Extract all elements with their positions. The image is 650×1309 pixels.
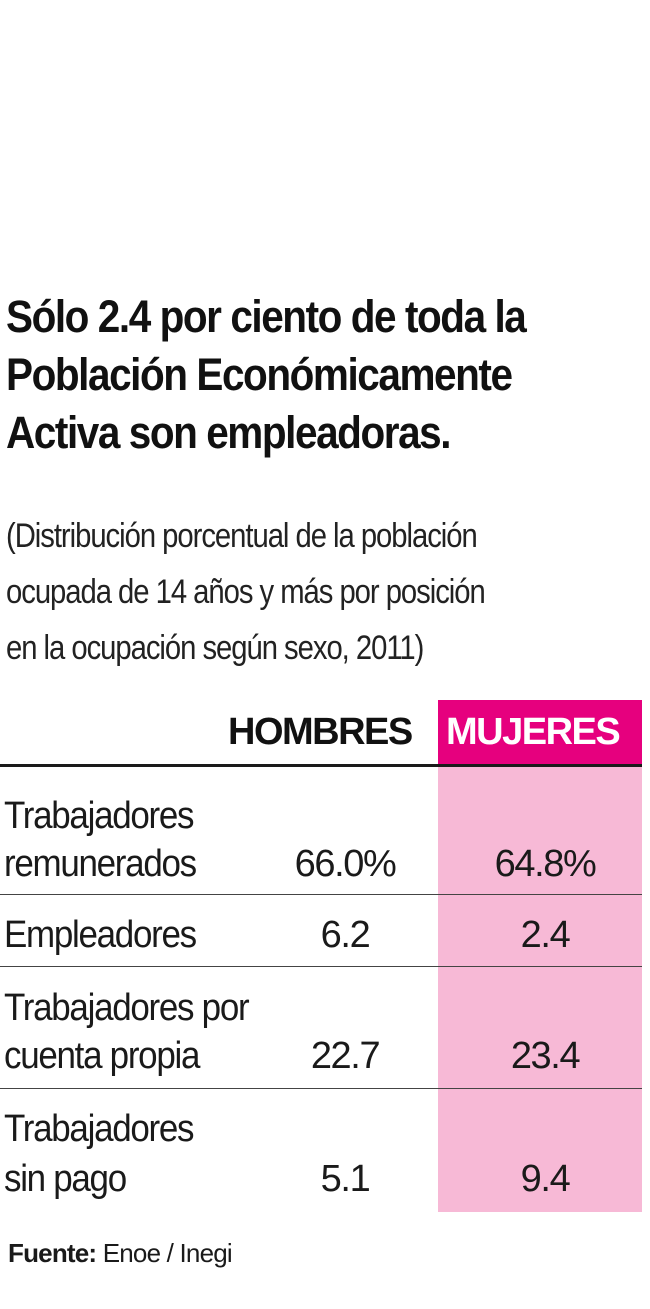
value-mujeres: 2.4 [520,914,571,956]
row-label-line: Trabajadores [4,1108,195,1150]
row-divider [0,1088,642,1089]
column-header-mujeres: MUJERES [446,711,621,753]
subtitle-line-3: en la ocupación según sexo, 2011) [6,629,424,667]
row-label-line: remunerados [4,843,197,885]
value-mujeres: 64.8% [494,843,597,885]
title-line-3: Activa son empleadoras. [6,407,452,458]
row-divider [0,966,642,967]
row-label-line: Trabajadores por [4,987,250,1029]
row-label-line: sin pago [4,1158,127,1200]
row-label-line: cuenta propia [4,1035,200,1077]
row-divider [0,894,642,895]
mujeres-column-background [438,700,642,1212]
title-line-2: Población Económicamente [6,349,513,400]
source-label: Fuente: [8,1238,97,1268]
title-line-1: Sólo 2.4 por ciento de toda la [6,291,527,342]
value-hombres: 6.2 [320,914,371,956]
column-header-hombres: HOMBRES [228,711,413,753]
source-text: Enoe / Inegi [96,1238,233,1268]
chart-subtitle: (Distribución porcentual de la población… [6,508,556,676]
source-note: Fuente: Enoe / Inegi [8,1236,233,1270]
header-divider [0,764,642,767]
subtitle-line-1: (Distribución porcentual de la población [6,517,478,555]
value-hombres: 22.7 [310,1035,381,1077]
row-label-line: Trabajadores [4,795,195,837]
row-label-line: Empleadores [4,914,197,956]
subtitle-line-2: ocupada de 14 años y más por posición [6,573,486,611]
value-hombres: 66.0% [294,843,397,885]
value-mujeres: 23.4 [510,1035,581,1077]
chart-title: Sólo 2.4 por ciento de toda la Población… [6,288,573,462]
mujeres-header-background [438,700,642,764]
value-hombres: 5.1 [320,1158,371,1200]
value-mujeres: 9.4 [520,1158,571,1200]
